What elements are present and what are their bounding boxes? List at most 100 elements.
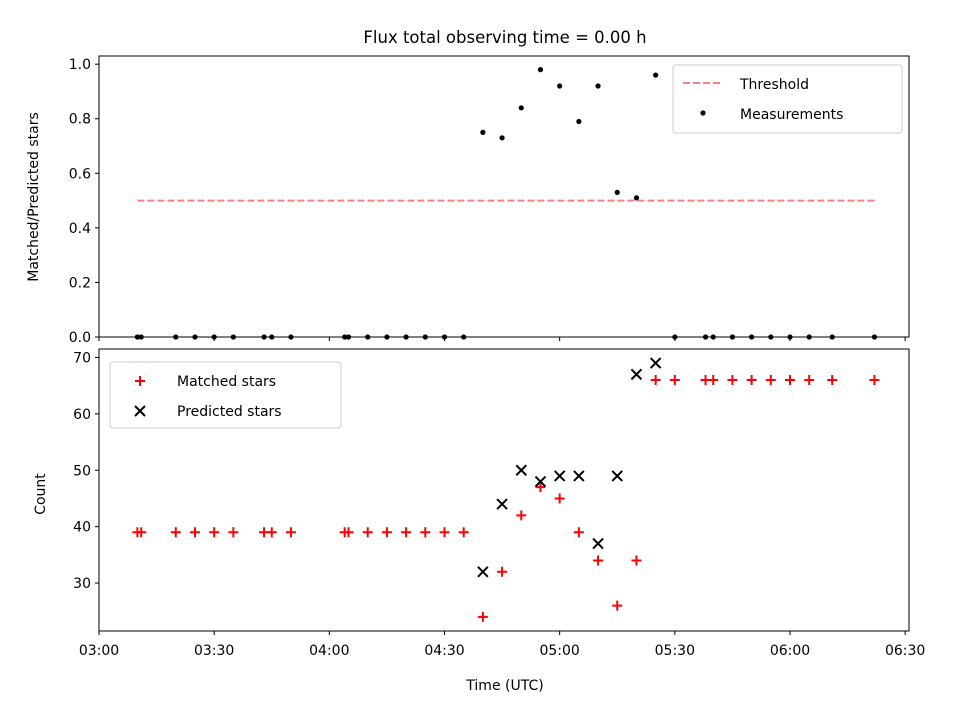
bottom-legend-box — [109, 361, 342, 429]
predicted-point — [477, 566, 489, 578]
chart-title: Flux total observing time = 0.00 h — [363, 28, 646, 47]
measurement-point — [192, 334, 198, 340]
matched-point — [439, 527, 450, 538]
measurement-point — [403, 334, 409, 340]
measurement-point — [653, 72, 659, 78]
matched-point — [477, 611, 488, 622]
bottom-y-tick-label: 70 — [73, 350, 91, 366]
predicted-point — [649, 357, 662, 369]
matched-point — [727, 375, 738, 386]
measurement-point — [138, 334, 144, 340]
x-tick-label: 03:30 — [194, 643, 234, 659]
measurement-point — [633, 195, 640, 201]
matched-point — [420, 527, 431, 538]
matched-point — [869, 375, 880, 386]
measurement-point — [288, 334, 294, 340]
measurement-point — [595, 83, 601, 89]
top-plot-frame — [98, 55, 910, 338]
top-y-tick-label: 1.0 — [69, 57, 91, 73]
measurement-point — [422, 334, 428, 340]
measurement-point — [365, 334, 371, 340]
bottom-y-tick-label: 60 — [73, 407, 91, 423]
matched-point — [593, 555, 604, 566]
x-tick-label: 05:00 — [539, 643, 579, 659]
matched-point — [708, 375, 719, 386]
legend-predicted-label: Predicted stars — [177, 404, 282, 420]
bottom-plot-frame — [98, 348, 910, 632]
bottom-y-tick-label: 50 — [73, 463, 91, 479]
predicted-point — [534, 475, 547, 488]
matched-point — [381, 527, 392, 538]
top-y-tick-label: 0.0 — [69, 330, 91, 346]
matched-point — [765, 375, 776, 386]
x-tick-label: 04:00 — [309, 643, 349, 659]
x-tick-label: 04:30 — [424, 643, 464, 659]
matched-point — [136, 527, 147, 538]
measurement-point — [829, 334, 835, 340]
measurement-point — [461, 334, 467, 340]
measurement-point — [768, 334, 774, 340]
measurement-point — [787, 334, 793, 340]
bottom-axes: 30 40 50 60 70 03:00 03:30 04:00 04:30 05:00 05:30… — [73, 348, 925, 659]
matched-point — [784, 375, 795, 386]
top-axes: 0.0 0.2 0.4 0.6 0.8 1.0 Threshold Measurements — [69, 55, 910, 346]
measurement-point — [557, 83, 563, 89]
legend-threshold-label: Threshold — [739, 77, 809, 93]
measurement-point — [576, 118, 582, 125]
matched-point — [612, 600, 623, 611]
top-y-tick-label: 0.6 — [69, 166, 91, 182]
predicted-point — [573, 470, 585, 482]
predicted-point — [515, 464, 527, 476]
measurement-point — [384, 334, 390, 340]
measurement-point — [269, 334, 275, 340]
matched-point — [285, 527, 296, 538]
top-y-tick-label: 0.4 — [69, 221, 91, 237]
matched-point — [401, 527, 412, 538]
measurement-point — [480, 129, 486, 135]
measurement-point — [729, 334, 736, 340]
matched-point — [516, 510, 527, 521]
x-tick-label: 06:30 — [885, 643, 925, 659]
matched-point — [804, 375, 815, 386]
matched-point — [458, 527, 469, 538]
measurement-point — [518, 105, 524, 111]
legend-measurements-swatch — [700, 110, 706, 116]
matched-point — [669, 375, 680, 386]
matched-point — [343, 527, 354, 538]
matched-point — [362, 527, 373, 538]
measurement-point — [614, 189, 620, 196]
predicted-point — [496, 498, 508, 510]
matched-point — [497, 566, 508, 577]
matched-point — [827, 375, 838, 386]
matched-point — [554, 493, 565, 504]
measurement-point — [537, 67, 544, 73]
predicted-point — [592, 537, 604, 550]
measurement-point — [702, 334, 709, 340]
x-tick-label: 05:30 — [655, 643, 695, 659]
matched-point — [228, 527, 239, 538]
measurement-point — [806, 334, 812, 340]
bottom-y-axis-label: Count — [33, 473, 49, 515]
top-y-axis-label: Matched/Predicted stars — [26, 112, 42, 282]
predicted-point — [553, 470, 566, 482]
measurement-point — [499, 135, 505, 141]
measurement-point — [173, 334, 179, 340]
matched-point — [535, 482, 546, 493]
matched-point — [746, 375, 757, 386]
legend-matched-label: Matched stars — [177, 374, 276, 390]
matched-point — [189, 527, 200, 538]
legend-predicted-swatch — [134, 405, 146, 417]
x-tick-label: 03:00 — [79, 643, 119, 659]
measurement-point — [871, 334, 878, 340]
matched-point — [631, 555, 642, 566]
bottom-y-tick-label: 30 — [73, 576, 91, 592]
measurement-point — [672, 334, 678, 340]
legend-matched-swatch — [135, 376, 145, 386]
matched-point — [266, 527, 277, 538]
measurement-point — [710, 334, 716, 340]
matched-point — [650, 375, 661, 386]
measurement-point — [342, 334, 348, 340]
x-tick-label: 06:00 — [770, 643, 810, 659]
measurement-point — [211, 334, 217, 340]
